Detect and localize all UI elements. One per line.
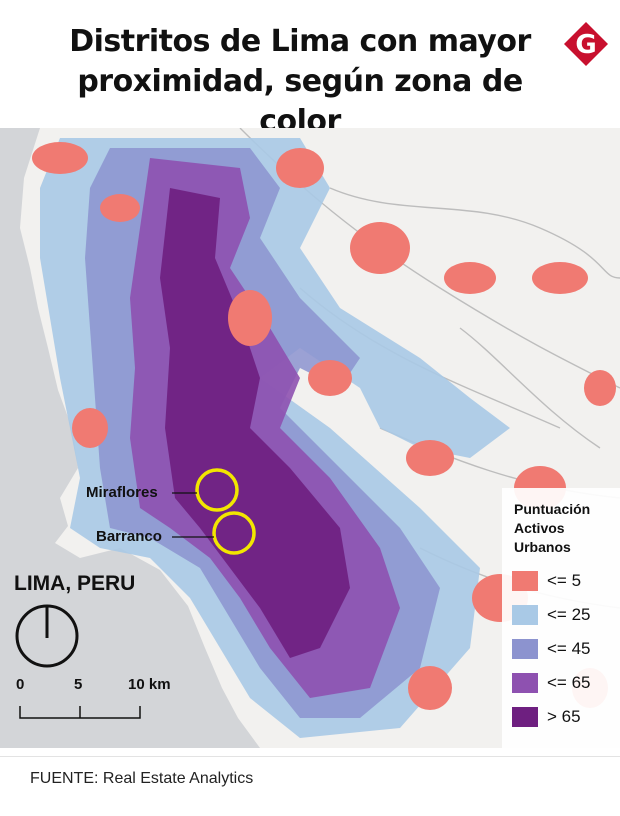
place-label-miraflores: Miraflores xyxy=(86,484,158,501)
legend-swatch xyxy=(512,707,538,727)
title-line-2: proximidad, según zona de color xyxy=(77,64,523,139)
legend-title-line-2: Activos xyxy=(514,520,565,536)
scale-tick-10km: 10 km xyxy=(128,676,171,693)
legend-swatch xyxy=(512,673,538,693)
legend-label: <= 65 xyxy=(547,673,591,692)
legend-item: <= 45 xyxy=(512,638,591,660)
source-note: FUENTE: Real Estate Analytics xyxy=(30,770,254,787)
legend-title-line-1: Puntuación xyxy=(514,501,591,517)
legend-item: > 65 xyxy=(512,706,581,728)
legend-item: <= 25 xyxy=(512,604,591,626)
city-label: LIMA, PERU xyxy=(14,572,136,595)
legend-swatch xyxy=(512,571,538,591)
coverage-clusters xyxy=(32,138,616,738)
legend-title: Puntuación Activos Urbanos xyxy=(514,500,614,557)
legend-title-line-3: Urbanos xyxy=(514,539,571,555)
north-arrow-icon xyxy=(15,604,79,668)
page-title: Distritos de Lima con mayor proximidad, … xyxy=(40,22,560,142)
barranco-highlight xyxy=(212,511,256,555)
place-label-barranco: Barranco xyxy=(96,528,162,545)
legend-label: <= 45 xyxy=(547,639,591,658)
scale-bar xyxy=(19,706,141,719)
legend-swatch xyxy=(512,639,538,659)
footer-divider xyxy=(0,756,620,757)
legend-item: <= 65 xyxy=(512,672,591,694)
brand-logo: G xyxy=(564,22,608,66)
scale-tick-0: 0 xyxy=(16,676,25,693)
miraflores-highlight xyxy=(195,468,239,512)
legend-label: > 65 xyxy=(547,707,581,726)
title-line-1: Distritos de Lima con mayor xyxy=(69,24,531,59)
logo-letter: G xyxy=(575,30,596,60)
legend-label: <= 25 xyxy=(547,605,591,624)
legend-item: <= 5 xyxy=(512,570,581,592)
legend-label: <= 5 xyxy=(547,571,582,590)
legend-swatch xyxy=(512,605,538,625)
scale-tick-5: 5 xyxy=(74,676,83,693)
